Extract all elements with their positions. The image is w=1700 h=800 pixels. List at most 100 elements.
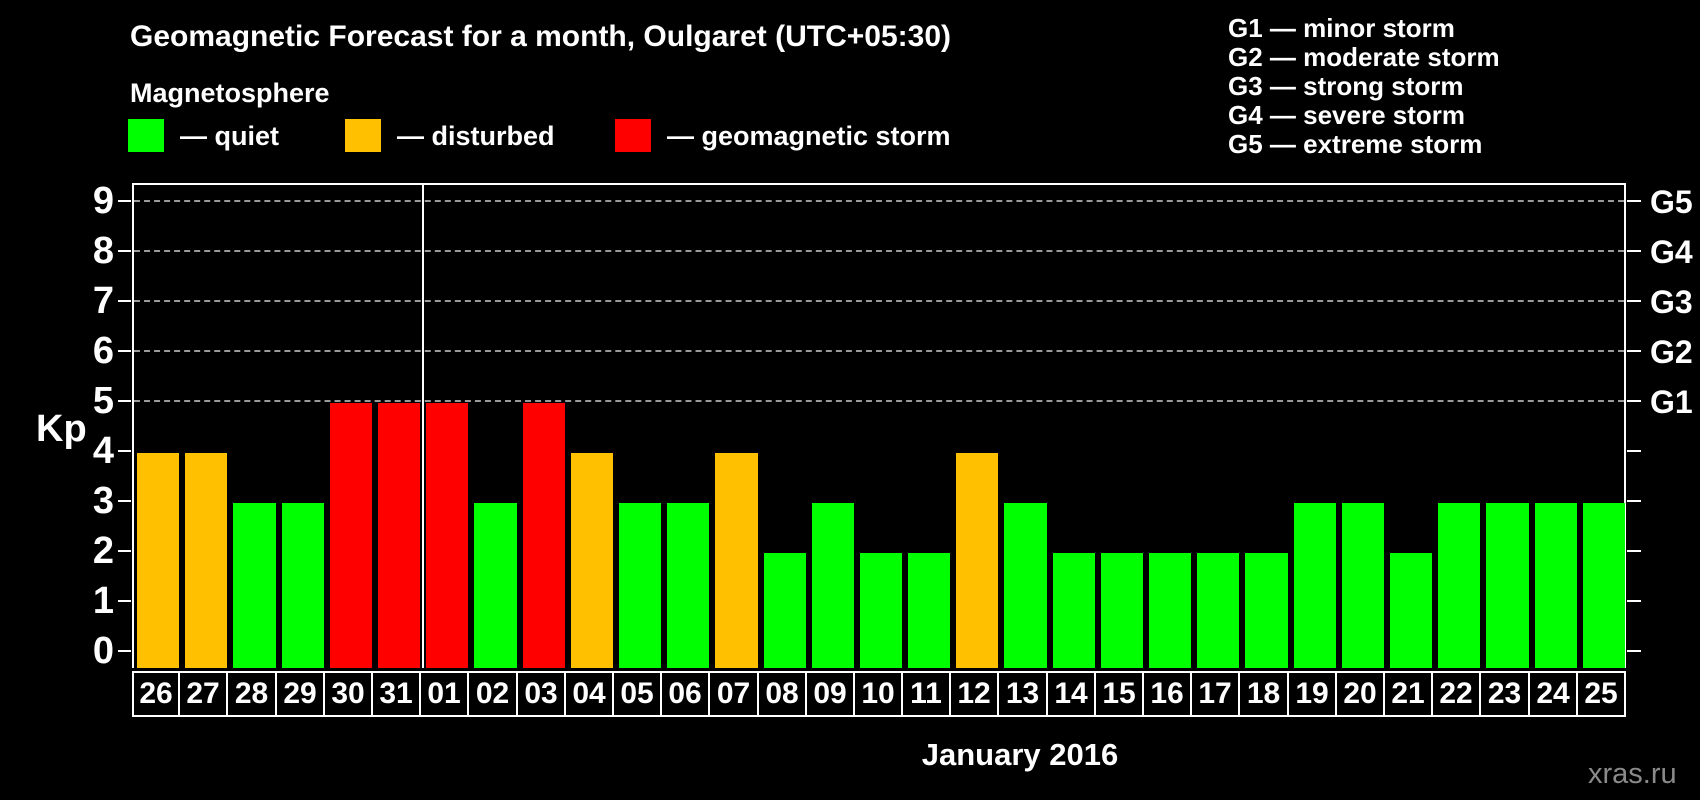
day-label-14: 14 bbox=[1046, 671, 1096, 717]
day-label-22: 22 bbox=[1431, 671, 1481, 717]
day-label-06: 06 bbox=[660, 671, 710, 717]
day-label-08: 08 bbox=[757, 671, 807, 717]
kp-bar-day-12 bbox=[956, 453, 999, 668]
y-tick-right-5 bbox=[1627, 400, 1641, 402]
day-label-02: 02 bbox=[467, 671, 518, 717]
y-tick-left-4 bbox=[118, 450, 131, 452]
y-tick-label-9: 9 bbox=[92, 180, 114, 222]
kp-bar-day-02 bbox=[474, 503, 517, 668]
kp-bar-day-08 bbox=[763, 553, 806, 668]
day-label-20: 20 bbox=[1335, 671, 1385, 717]
kp-bar-day-22 bbox=[1438, 503, 1481, 668]
y-tick-left-1 bbox=[118, 600, 131, 602]
y-tick-label-0: 0 bbox=[92, 630, 114, 672]
y-tick-left-7 bbox=[118, 300, 131, 302]
plot-area: 0 1 2 3 4 5 6 7 8 9 G1 G2 G3 G4 G5 bbox=[93, 181, 1693, 671]
day-label-27: 27 bbox=[178, 671, 228, 717]
y-tick-right-0 bbox=[1627, 650, 1641, 652]
legend-swatch-disturbed bbox=[345, 119, 381, 152]
legend-swatch-storm bbox=[615, 119, 651, 152]
y-tick-right-6 bbox=[1627, 350, 1641, 352]
kp-bar-day-04 bbox=[570, 453, 613, 668]
y-tick-label-6: 6 bbox=[92, 330, 114, 372]
y-tick-left-0 bbox=[118, 650, 131, 652]
y-tick-right-2 bbox=[1627, 550, 1641, 552]
y-axis-title: Kp bbox=[36, 408, 87, 450]
kp-bar-day-16 bbox=[1149, 553, 1192, 668]
gridline-kp-5 bbox=[134, 400, 1624, 402]
y-tick-right-3 bbox=[1627, 500, 1641, 502]
watermark: xras.ru bbox=[1588, 758, 1677, 790]
x-axis-day-labels: 26 27 28 29 30 31 01 02 03 04 05 06 07 08 09 10 11 12 13 14… bbox=[132, 671, 1626, 717]
day-label-24: 24 bbox=[1528, 671, 1578, 717]
y-tick-right-8 bbox=[1627, 250, 1641, 252]
kp-bar-day-09 bbox=[811, 503, 854, 668]
gridline-kp-8 bbox=[134, 250, 1624, 252]
y-tick-right-4 bbox=[1627, 450, 1641, 452]
kp-bar-day-27 bbox=[185, 453, 228, 668]
y-tick-label-8: 8 bbox=[92, 230, 114, 272]
gridline-kp-6 bbox=[134, 350, 1624, 352]
right-axis-label-g5: G5 bbox=[1650, 184, 1693, 220]
y-tick-right-7 bbox=[1627, 300, 1641, 302]
legend-label-disturbed: — disturbed bbox=[397, 121, 555, 151]
day-label-03: 03 bbox=[516, 671, 566, 717]
day-label-21: 21 bbox=[1383, 671, 1433, 717]
legend-swatch-quiet bbox=[128, 119, 164, 152]
kp-bar-day-18 bbox=[1245, 553, 1288, 668]
kp-bar-day-11 bbox=[908, 553, 951, 668]
legend-heading: Magnetosphere bbox=[130, 78, 330, 108]
day-label-10: 10 bbox=[853, 671, 903, 717]
gridline-kp-7 bbox=[134, 300, 1624, 302]
storm-scale-g1: G1 — minor storm bbox=[1228, 13, 1455, 43]
gridline-kp-9 bbox=[134, 200, 1624, 202]
year-boundary-line bbox=[422, 185, 425, 668]
kp-bar-day-07 bbox=[715, 453, 758, 668]
y-tick-label-3: 3 bbox=[92, 480, 114, 522]
y-tick-label-1: 1 bbox=[92, 580, 114, 622]
y-tick-left-3 bbox=[118, 500, 131, 502]
kp-bar-day-10 bbox=[859, 553, 903, 668]
kp-bar-day-30 bbox=[329, 403, 372, 668]
day-label-31: 31 bbox=[371, 671, 421, 717]
y-tick-label-7: 7 bbox=[92, 280, 114, 322]
kp-bar-day-06 bbox=[667, 503, 710, 668]
day-label-09: 09 bbox=[805, 671, 855, 717]
kp-bar-day-05 bbox=[618, 503, 662, 668]
day-label-25: 25 bbox=[1576, 671, 1626, 717]
right-axis-label-g1: G1 bbox=[1650, 384, 1693, 420]
chart-title: Geomagnetic Forecast for a month, Oulgar… bbox=[130, 20, 952, 53]
y-tick-label-2: 2 bbox=[92, 530, 114, 572]
day-label-30: 30 bbox=[323, 671, 373, 717]
y-tick-left-5 bbox=[118, 400, 131, 402]
day-label-11: 11 bbox=[901, 671, 951, 717]
kp-bar-day-20 bbox=[1341, 503, 1385, 668]
day-label-05: 05 bbox=[612, 671, 662, 717]
day-label-12: 12 bbox=[949, 671, 999, 717]
y-tick-left-9 bbox=[118, 200, 131, 202]
kp-bar-day-17 bbox=[1197, 553, 1240, 668]
kp-bar-day-23 bbox=[1486, 503, 1529, 668]
day-label-28: 28 bbox=[226, 671, 277, 717]
day-label-13: 13 bbox=[997, 671, 1048, 717]
kp-bar-day-15 bbox=[1100, 553, 1144, 668]
day-label-18: 18 bbox=[1238, 671, 1289, 717]
kp-bar-day-03 bbox=[522, 403, 565, 668]
right-axis-label-g2: G2 bbox=[1650, 334, 1693, 370]
kp-bar-day-14 bbox=[1052, 553, 1095, 668]
storm-scale-g2: G2 — moderate storm bbox=[1228, 42, 1500, 72]
storm-scale-g4: G4 — severe storm bbox=[1228, 100, 1466, 130]
kp-bar-day-01 bbox=[426, 403, 469, 668]
day-label-19: 19 bbox=[1287, 671, 1337, 717]
legend-label-quiet: — quiet bbox=[180, 121, 279, 151]
x-axis-title: January 2016 bbox=[921, 737, 1119, 772]
day-label-01: 01 bbox=[419, 671, 469, 717]
kp-bar-day-19 bbox=[1293, 503, 1336, 668]
y-tick-right-1 bbox=[1627, 600, 1641, 602]
right-axis-label-g3: G3 bbox=[1650, 284, 1693, 320]
y-tick-right-9 bbox=[1627, 200, 1641, 202]
y-tick-left-6 bbox=[118, 350, 131, 352]
kp-bar-day-31 bbox=[377, 403, 421, 668]
kp-bar-day-26 bbox=[137, 453, 180, 668]
